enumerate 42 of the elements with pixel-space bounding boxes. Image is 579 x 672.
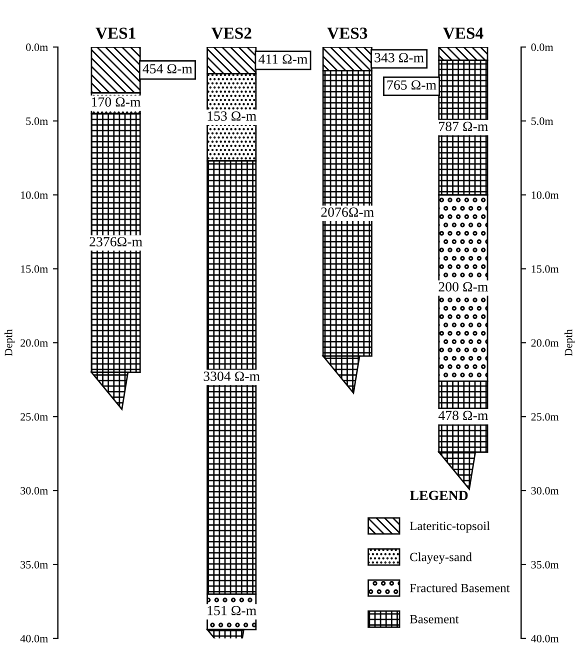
y-axis-title: Depth [4,329,15,356]
legend-label: Fractured Basement [410,583,510,592]
annotation: 3304 Ω-m [204,372,260,381]
annotation: 2076Ω-m [321,207,374,217]
y2-tick-label: 30.0m [531,487,559,495]
annotation: 478 Ω-m [438,410,488,420]
y2-tick-label: 15.0m [532,265,559,273]
y2-tick-label: 40.0m [531,634,559,642]
y-tick-label: 25.0m [20,413,48,421]
annotation: 170 Ω-m [92,97,141,107]
y-tick-label: 5.0m [26,117,48,125]
y-tick-label: 30.0m [20,487,48,495]
y-tick-label: 20.0m [20,339,48,347]
annotation: 765 Ω-m [387,80,436,90]
annotation: 153 Ω-m [208,111,256,121]
annotation: 454 Ω-m [142,64,192,74]
x-tick-label: VES1 [96,28,136,39]
y2-tick-label: 20.0m [531,339,559,347]
x-tick-label: VES3 [327,28,368,39]
y2-tick-label: 0.0m [531,44,554,52]
y-tick-label: 15.0m [21,265,48,273]
legend-label: Lateritic-topsoil [410,521,490,533]
y2-tick-label: 10.0m [532,191,559,199]
y-tick-label: 10.0m [21,191,48,199]
annotation: 200 Ω-m [438,282,488,292]
y-tick-label: 40.0m [20,634,48,642]
y2-axis-title: Depth [564,329,575,356]
annotation: 343 Ω-m [374,53,424,62]
annotation: 411 Ω-m [258,54,308,64]
x-tick-label: VES4 [443,28,484,39]
y2-tick-label: 25.0m [531,413,559,421]
x-tick-label: VES2 [211,28,252,39]
y2-tick-label: 35.0m [531,560,559,568]
annotation: 151 Ω-m [208,606,256,616]
legend-label: Clayey-sand [410,552,472,564]
annotation: 787 Ω-m [439,122,488,132]
annotation: 2376Ω-m [90,237,142,246]
y-tick-label: 35.0m [20,560,48,568]
legend-title: LEGEND [410,490,468,500]
legend-label: Basement [410,615,459,624]
y2-tick-label: 5.0m [531,117,554,125]
y-tick-label: 0.0m [26,44,48,52]
